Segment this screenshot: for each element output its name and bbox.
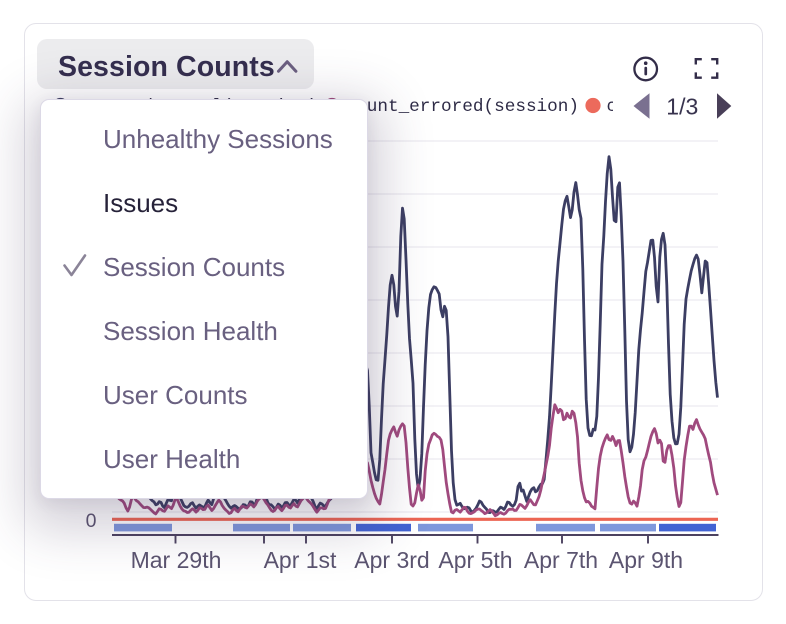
svg-text:Apr 1st: Apr 1st xyxy=(264,547,337,573)
svg-text:Apr 7th: Apr 7th xyxy=(524,547,598,573)
svg-text:Apr 3rd: Apr 3rd xyxy=(354,547,429,573)
svg-text:0: 0 xyxy=(86,510,97,532)
svg-text:1/3: 1/3 xyxy=(666,94,698,120)
svg-text:count_healthy(session): count_healthy(session) xyxy=(607,97,786,117)
svg-text:Apr 5th: Apr 5th xyxy=(438,547,512,573)
svg-text:Apr 9th: Apr 9th xyxy=(609,547,683,573)
svg-text:Mar 29th: Mar 29th xyxy=(131,547,222,573)
svg-text:count_errored(session): count_errored(session) xyxy=(346,97,580,117)
